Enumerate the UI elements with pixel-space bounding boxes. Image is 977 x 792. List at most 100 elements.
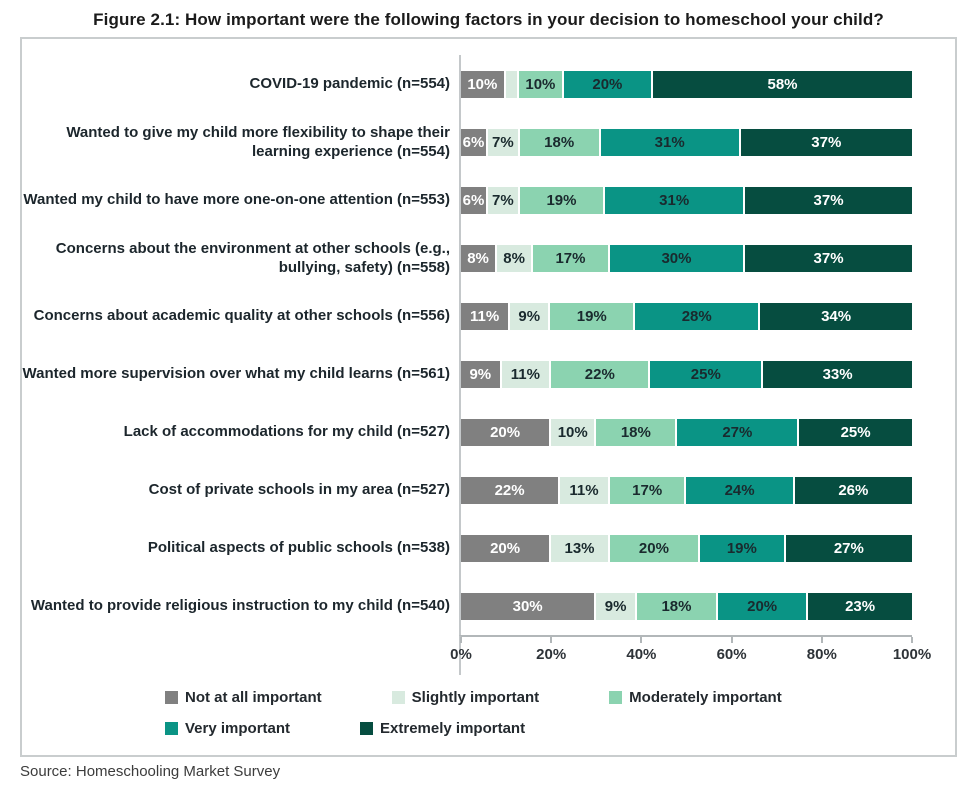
chart-row: Wanted to provide religious instruction … <box>22 577 955 635</box>
bar-segment: 27% <box>677 418 800 446</box>
category-label: Concerns about the environment at other … <box>55 239 450 277</box>
bar-segment: 17% <box>609 476 687 504</box>
category-label: Cost of private schools in my area (n=52… <box>148 481 450 499</box>
legend-item: Not at all important <box>165 689 322 706</box>
bar-segment: 33% <box>763 360 912 388</box>
bar-segment: 31% <box>605 186 746 214</box>
legend-label: Not at all important <box>185 689 322 706</box>
stacked-bar: 6% 7% 18% 31% 37% <box>461 128 912 156</box>
chart-row: Political aspects of public schools (n=5… <box>22 519 955 577</box>
bar-segment: 25% <box>799 418 912 446</box>
bar-segment: 58% <box>653 70 912 98</box>
legend-swatch-icon <box>609 691 623 704</box>
row-plot-area: 10% 10% 20% 58% <box>459 55 912 113</box>
legend-swatch-icon <box>360 722 374 735</box>
bar-segment: 30% <box>609 244 746 272</box>
axis-tick <box>550 637 553 643</box>
stacked-bar: 6% 7% 19% 31% 37% <box>461 186 912 214</box>
axis-tick <box>820 637 823 643</box>
stacked-bar: 8% 8% 17% 30% 37% <box>461 244 912 272</box>
row-plot-area: 6% 7% 18% 31% 37% <box>459 113 912 171</box>
axis-tick-label: 20% <box>536 646 567 663</box>
axis-tick <box>730 637 733 643</box>
row-plot-area: 20% 10% 18% 27% 25% <box>459 403 912 461</box>
bar-rows: COVID-19 pandemic (n=554) 10% 10% 20% 58% Wan… <box>22 55 955 635</box>
bar-segment: 20% <box>609 534 700 562</box>
bar-segment: 37% <box>745 186 912 214</box>
legend-row-1: Not at all important Slightly important Mo… <box>165 689 955 706</box>
bar-segment: 24% <box>686 476 795 504</box>
bar-segment: 6% <box>461 186 489 214</box>
axis-tick <box>460 637 462 643</box>
figure-title: Figure 2.1: How important were the follo… <box>93 10 884 29</box>
bar-segment: 22% <box>461 476 561 504</box>
bar-segment: 11% <box>501 360 552 388</box>
stacked-bar: 30% 9% 18% 20% 23% <box>461 592 912 620</box>
row-plot-area: 9% 11% 22% 25% 33% <box>459 345 912 403</box>
axis-tick <box>911 637 913 643</box>
bar-segment <box>505 70 520 98</box>
category-label: COVID-19 pandemic (n=554) <box>249 75 450 93</box>
bar-segment: 6% <box>461 128 489 156</box>
bar-segment: 26% <box>794 476 912 504</box>
bar-segment: 10% <box>551 418 597 446</box>
category-label: Lack of accommodations for my child (n=5… <box>123 423 450 441</box>
bar-segment: 31% <box>600 128 741 156</box>
bar-segment: 10% <box>519 70 564 98</box>
chart-row: Concerns about the environment at other … <box>22 229 955 287</box>
bar-segment: 17% <box>533 244 610 272</box>
bar-segment: 13% <box>551 534 610 562</box>
bar-segment: 37% <box>745 244 912 272</box>
axis-spacer <box>22 635 459 675</box>
stacked-bar: 20% 10% 18% 27% 25% <box>461 418 912 446</box>
bar-segment: 7% <box>488 186 520 214</box>
legend-item: Very important <box>165 720 290 737</box>
legend-label: Extremely important <box>380 720 526 737</box>
legend-item: Slightly important <box>391 689 539 706</box>
bar-segment: 19% <box>700 534 786 562</box>
row-plot-area: 22% 11% 17% 24% 26% <box>459 461 912 519</box>
bar-segment: 19% <box>550 302 636 330</box>
category-label: Political aspects of public schools (n=5… <box>147 539 450 557</box>
legend-label: Moderately important <box>629 689 782 706</box>
legend-label: Very important <box>185 720 291 737</box>
legend-item: Extremely important <box>360 720 525 737</box>
bar-segment: 20% <box>718 592 809 620</box>
bar-segment: 27% <box>785 534 912 562</box>
bar-segment: 30% <box>461 592 597 620</box>
row-plot-area: 6% 7% 19% 31% 37% <box>459 171 912 229</box>
bar-segment: 11% <box>461 302 511 330</box>
bar-segment: 19% <box>519 186 606 214</box>
legend-row-2: Very important Extremely important <box>165 720 955 737</box>
bar-segment: 9% <box>596 592 637 620</box>
legend: Not at all important Slightly important Mo… <box>22 689 955 737</box>
bar-segment: 20% <box>563 70 654 98</box>
bar-segment: 20% <box>461 418 552 446</box>
legend-swatch-icon <box>165 722 178 735</box>
stacked-bar: 22% 11% 17% 24% 26% <box>461 476 912 504</box>
chart-row: Wanted more supervision over what my chi… <box>22 345 955 403</box>
chart-row: Wanted to give my child more flexibility… <box>22 113 955 171</box>
bar-segment: 23% <box>808 592 912 620</box>
row-plot-area: 30% 9% 18% 20% 23% <box>459 577 912 635</box>
category-label: Wanted more supervision over what my chi… <box>22 365 451 383</box>
bar-segment: 25% <box>650 360 764 388</box>
bar-segment: 37% <box>740 128 912 156</box>
row-plot-area: 8% 8% 17% 30% 37% <box>459 229 912 287</box>
legend-swatch-icon <box>165 691 178 704</box>
chart-row: Lack of accommodations for my child (n=5… <box>22 403 955 461</box>
bar-segment: 18% <box>596 418 678 446</box>
axis-tick-label: 100% <box>892 646 932 663</box>
bar-segment: 8% <box>461 244 498 272</box>
axis-tick-label: 40% <box>626 646 657 663</box>
legend-item: Moderately important <box>609 689 782 706</box>
stacked-bar: 20% 13% 20% 19% 27% <box>461 534 912 562</box>
source-note: Source: Homeschooling Market Survey <box>20 763 281 780</box>
chart-row: Cost of private schools in my area (n=52… <box>22 461 955 519</box>
bar-segment: 9% <box>510 302 551 330</box>
axis-row: 0% 20% 40% 60% 80% 100% <box>22 635 955 675</box>
chart-row: COVID-19 pandemic (n=554) 10% 10% 20% 58% <box>22 55 955 113</box>
x-axis: 0% 20% 40% 60% 80% 100% <box>450 635 931 675</box>
axis-tick-label: 0% <box>450 646 472 663</box>
